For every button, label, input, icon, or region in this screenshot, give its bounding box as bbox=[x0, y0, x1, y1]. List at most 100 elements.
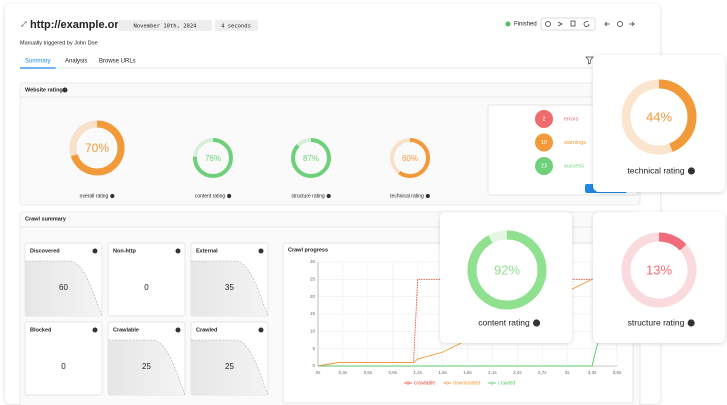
help-icon[interactable] bbox=[110, 193, 115, 199]
stat-label: Discovered bbox=[30, 248, 60, 254]
stat-label: Non-http bbox=[113, 248, 137, 254]
legend-label: crawled bbox=[498, 380, 515, 386]
overlay-cards: 44% technical rating 92% content rating 13% s… bbox=[440, 55, 725, 343]
issue-label: warnings bbox=[563, 140, 586, 146]
gauge-label: structure rating bbox=[628, 317, 685, 327]
x-tick-label: 0s bbox=[316, 370, 322, 375]
prev-button[interactable] bbox=[604, 21, 610, 27]
stat-value: 0 bbox=[61, 362, 66, 371]
gauge-arc bbox=[69, 120, 125, 176]
tab[interactable]: Browse URLs bbox=[99, 59, 136, 65]
help-icon[interactable] bbox=[532, 319, 541, 327]
x-tick-label: 0,6s bbox=[364, 370, 373, 375]
stat-sparkline-area bbox=[191, 340, 268, 395]
y-tick-label: 25 bbox=[310, 277, 316, 282]
next-button[interactable] bbox=[629, 21, 635, 27]
help-icon[interactable] bbox=[687, 319, 695, 327]
gauge-label: technical rating bbox=[627, 165, 684, 175]
help-icon[interactable] bbox=[227, 193, 232, 199]
issue-count: 23 bbox=[541, 163, 547, 169]
settings-button[interactable] bbox=[545, 21, 551, 27]
stat-label: Blocked bbox=[30, 327, 51, 333]
gauge-value: 44% bbox=[646, 109, 672, 124]
gauge-value: 60% bbox=[402, 154, 418, 163]
triggered-by: Manually triggered by John Doe bbox=[20, 40, 98, 46]
stat-value: 60 bbox=[59, 283, 68, 292]
stat-sparkline-area bbox=[25, 261, 102, 316]
stat-value: 25 bbox=[142, 362, 151, 371]
history-button[interactable] bbox=[617, 21, 623, 27]
stat-value: 0 bbox=[144, 283, 149, 292]
x-tick-label: 3,3s bbox=[588, 370, 597, 375]
toolbar[interactable] bbox=[540, 17, 635, 31]
tab[interactable]: Analysis bbox=[65, 59, 87, 65]
stat-sparkline-area bbox=[191, 261, 268, 316]
issue-badge bbox=[535, 157, 553, 175]
overlay-card bbox=[593, 55, 725, 192]
legend-label: crawlable bbox=[414, 380, 435, 386]
help-icon[interactable] bbox=[175, 327, 181, 333]
legend-marker bbox=[445, 381, 449, 385]
legend-marker bbox=[490, 381, 494, 385]
issue-count: 10 bbox=[541, 140, 547, 146]
help-icon[interactable] bbox=[92, 327, 98, 333]
gauge-value: 13% bbox=[646, 262, 672, 277]
overlay-card bbox=[440, 212, 572, 343]
x-tick-label: 1,8s bbox=[463, 370, 472, 375]
section-title: Website rating bbox=[25, 87, 63, 93]
stat-value: 35 bbox=[225, 283, 234, 292]
help-icon[interactable] bbox=[258, 327, 264, 333]
legend-marker bbox=[406, 381, 410, 385]
gauge-label: overall rating bbox=[80, 193, 109, 199]
gauge-value: 70% bbox=[85, 141, 109, 155]
filter-icon[interactable] bbox=[585, 56, 594, 65]
help-icon[interactable] bbox=[175, 248, 181, 254]
tab[interactable]: Summary bbox=[25, 59, 51, 65]
date: November 10th, 2024 bbox=[134, 24, 198, 30]
help-icon[interactable] bbox=[62, 87, 68, 93]
x-tick-label: 2,1s bbox=[488, 370, 497, 375]
x-tick-label: 3s bbox=[565, 370, 571, 375]
gauge-label: content rating bbox=[195, 193, 226, 199]
gauge-arc bbox=[390, 138, 430, 178]
gauge-arc bbox=[193, 138, 233, 178]
stat-value: 25 bbox=[225, 362, 234, 371]
x-tick-label: 2,7s bbox=[538, 370, 547, 375]
gauge-arc bbox=[291, 138, 331, 178]
chart-title: Crawl progress bbox=[288, 247, 328, 253]
date-badge bbox=[118, 20, 212, 31]
issue-badge bbox=[535, 110, 553, 128]
x-tick-label: 1,5s bbox=[438, 370, 447, 375]
section-title: Crawl summary bbox=[25, 216, 67, 222]
status: Finished bbox=[514, 22, 537, 28]
share-button[interactable] bbox=[557, 21, 563, 27]
help-icon[interactable] bbox=[687, 167, 695, 175]
issue-label: errors bbox=[564, 116, 579, 122]
issue-label: success bbox=[564, 163, 584, 169]
help-icon[interactable] bbox=[92, 248, 98, 254]
stat-card bbox=[107, 242, 186, 317]
help-icon[interactable] bbox=[258, 248, 264, 254]
stat-sparkline bbox=[191, 339, 269, 396]
main-panel: http://example.org/ November 10th, 2024 … bbox=[5, 4, 660, 405]
gauge-arc bbox=[621, 232, 697, 308]
refresh-button[interactable] bbox=[583, 21, 590, 27]
y-tick-label: 30 bbox=[310, 259, 316, 264]
issue-count: 2 bbox=[542, 116, 545, 122]
gauge-arc bbox=[467, 230, 547, 310]
stat-sparkline bbox=[191, 260, 269, 317]
help-icon[interactable] bbox=[326, 193, 331, 199]
delete-button[interactable] bbox=[570, 20, 576, 27]
help-icon[interactable] bbox=[425, 193, 430, 199]
stat-sparkline-area bbox=[108, 340, 185, 395]
stat-sparkline bbox=[25, 260, 103, 317]
series-line bbox=[318, 279, 618, 367]
y-tick-label: 15 bbox=[310, 311, 316, 316]
y-tick-label: 10 bbox=[310, 329, 316, 334]
legend-label: downloaded bbox=[453, 380, 480, 386]
action-group[interactable] bbox=[540, 17, 596, 31]
y-tick-label: 0 bbox=[312, 363, 315, 368]
stat-card bbox=[24, 321, 103, 396]
